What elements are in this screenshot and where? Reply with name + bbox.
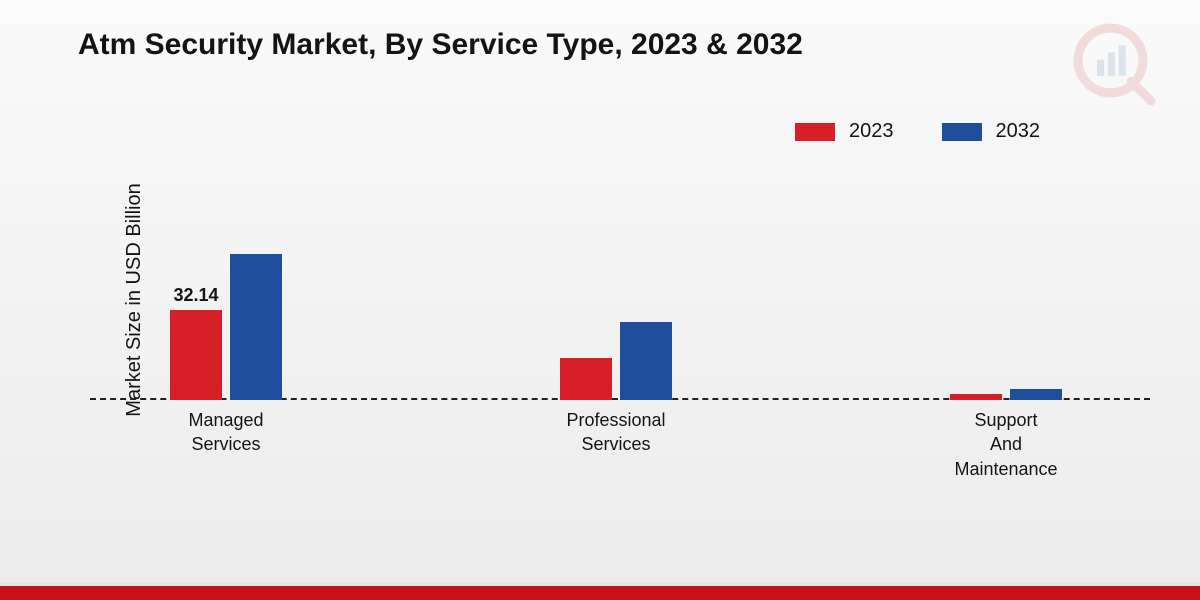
legend-swatch-2023 (795, 123, 835, 141)
bar-2032-1 (620, 322, 672, 400)
x-label-2-line2: And (936, 432, 1076, 456)
x-label-0: Managed Services (156, 408, 296, 457)
legend-item-2023: 2023 (795, 120, 894, 143)
legend-item-2032: 2032 (942, 120, 1041, 143)
chart-page: Atm Security Market, By Service Type, 20… (0, 0, 1200, 600)
bar-group-1 (560, 322, 672, 400)
bar-2023-0 (170, 310, 222, 400)
x-label-1: Professional Services (546, 408, 686, 457)
x-label-2-line1: Support (936, 408, 1076, 432)
watermark-icon (1070, 20, 1160, 110)
x-label-1-line2: Services (546, 432, 686, 456)
legend-swatch-2032 (942, 123, 982, 141)
bar-2023-1 (560, 358, 612, 400)
x-label-0-line1: Managed (156, 408, 296, 432)
bar-value-label-0: 32.14 (173, 285, 218, 306)
x-label-2-line3: Maintenance (936, 457, 1076, 481)
bar-2023-2 (950, 394, 1002, 400)
bar-2032-2 (1010, 389, 1062, 400)
x-label-2: Support And Maintenance (936, 408, 1076, 481)
bar-group-2 (950, 389, 1062, 400)
plot-area: 32.14 (90, 170, 1150, 400)
chart-title: Atm Security Market, By Service Type, 20… (78, 28, 803, 62)
legend-label-2023: 2023 (849, 120, 894, 143)
footer-bar (0, 586, 1200, 600)
legend: 2023 2032 (795, 120, 1040, 143)
bar-group-0: 32.14 (170, 254, 282, 400)
bar-2032-0 (230, 254, 282, 400)
x-label-0-line2: Services (156, 432, 296, 456)
x-label-1-line1: Professional (546, 408, 686, 432)
legend-label-2032: 2032 (996, 120, 1041, 143)
